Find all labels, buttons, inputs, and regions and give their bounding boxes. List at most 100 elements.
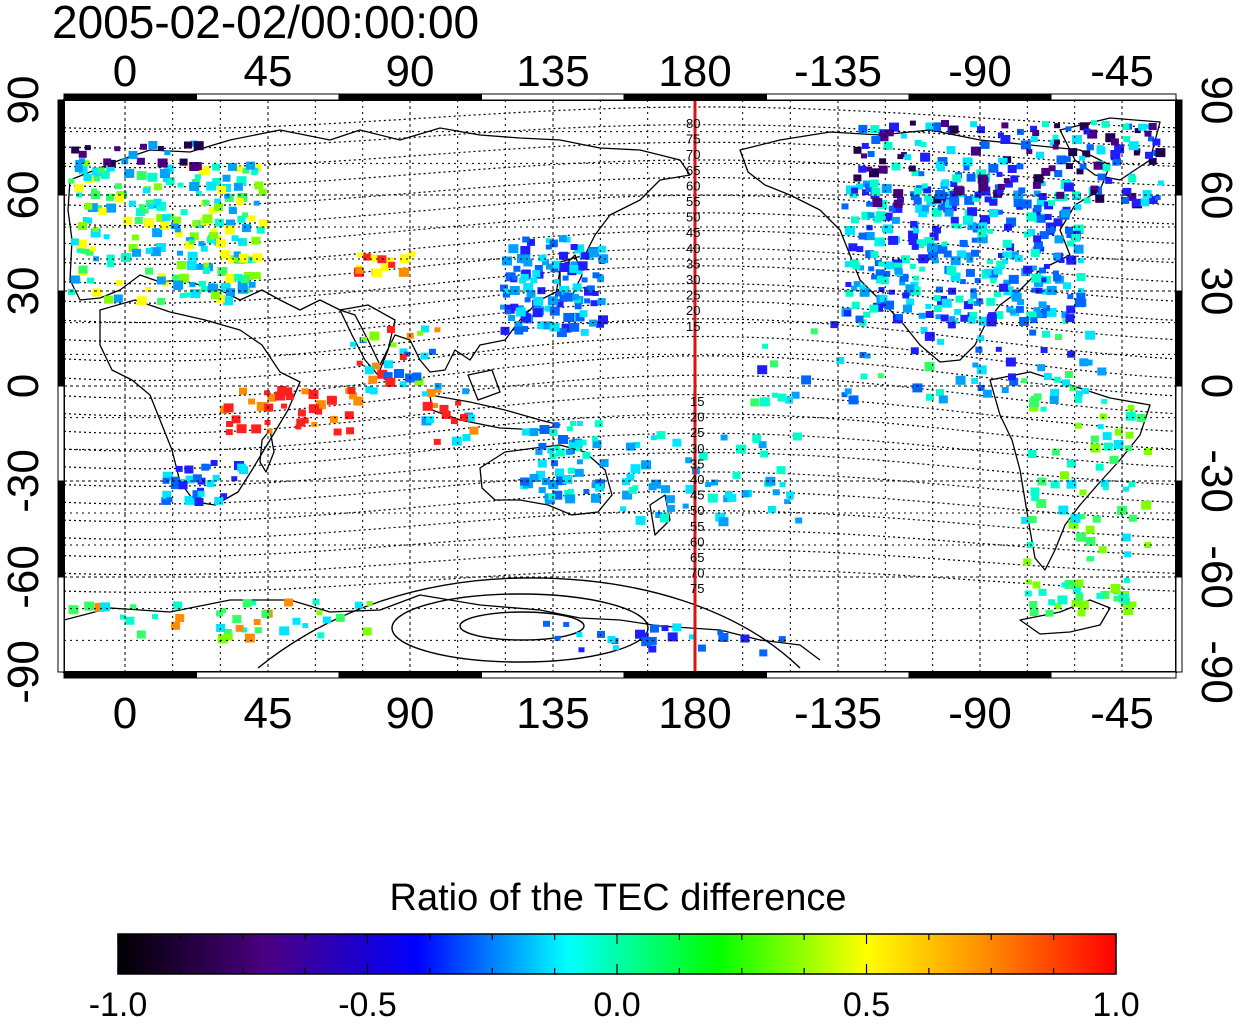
tec-cell bbox=[1001, 387, 1009, 393]
tec-cell bbox=[377, 369, 388, 379]
tec-cell bbox=[1052, 134, 1059, 140]
tec-cell bbox=[192, 474, 202, 483]
tec-cell bbox=[950, 272, 961, 282]
tec-cell bbox=[928, 251, 938, 261]
tec-cell bbox=[530, 277, 538, 284]
tec-cell bbox=[581, 252, 590, 260]
tec-cell bbox=[84, 601, 95, 611]
tec-cell bbox=[977, 174, 988, 184]
longitude-label-bottom: 135 bbox=[516, 689, 589, 738]
tec-cell bbox=[1039, 231, 1049, 240]
tec-cell bbox=[136, 157, 145, 165]
tec-cell bbox=[655, 512, 663, 518]
tec-cell bbox=[628, 486, 637, 494]
tec-cell bbox=[537, 321, 547, 330]
tec-cell bbox=[128, 200, 136, 207]
tec-cell bbox=[242, 167, 250, 174]
tec-cell bbox=[322, 616, 331, 624]
tec-cell bbox=[889, 122, 899, 132]
tec-cell bbox=[698, 452, 708, 461]
tec-cell bbox=[925, 122, 934, 130]
tec-cell bbox=[1001, 122, 1009, 129]
tec-cell bbox=[524, 297, 531, 303]
tec-cell bbox=[1144, 130, 1152, 137]
tec-cell bbox=[198, 166, 209, 176]
tec-cell bbox=[1121, 196, 1129, 204]
tec-cell bbox=[1063, 156, 1071, 163]
tec-cell bbox=[1040, 277, 1047, 283]
tec-cell bbox=[996, 260, 1006, 269]
tec-cell bbox=[170, 222, 179, 229]
axis-bar-segment-left bbox=[57, 480, 65, 578]
tec-cell bbox=[214, 203, 223, 211]
tec-cell bbox=[536, 470, 545, 479]
contour-label-north: 65 bbox=[686, 163, 700, 178]
tec-cell bbox=[893, 262, 903, 271]
tec-cell bbox=[1102, 164, 1111, 172]
tec-cell bbox=[879, 158, 887, 165]
tec-cell bbox=[856, 246, 864, 253]
tec-cell bbox=[1036, 198, 1046, 207]
tec-cell bbox=[147, 172, 158, 182]
longitude-label-top: -90 bbox=[948, 47, 1012, 96]
tec-cell bbox=[520, 254, 531, 264]
tec-cell bbox=[1099, 413, 1107, 420]
tec-cell bbox=[980, 140, 990, 149]
tec-cell bbox=[1070, 513, 1081, 523]
tec-cell bbox=[1055, 334, 1062, 341]
tec-cell bbox=[70, 238, 79, 246]
tec-cell bbox=[1034, 278, 1044, 287]
tec-cell bbox=[308, 390, 319, 399]
tec-cell bbox=[598, 254, 609, 264]
tec-cell bbox=[78, 222, 87, 230]
tec-cell bbox=[121, 253, 132, 262]
tec-cell bbox=[885, 129, 894, 137]
tec-cell bbox=[977, 335, 985, 342]
longitude-labels-bottom: 0 45 90 135 180 -135 -90 -45 bbox=[113, 689, 1154, 738]
tec-cell bbox=[563, 236, 571, 243]
tec-cell bbox=[1144, 448, 1153, 455]
tec-cell bbox=[1098, 546, 1107, 554]
tec-cell bbox=[853, 281, 861, 288]
tec-cell bbox=[1065, 126, 1072, 132]
tec-cell bbox=[91, 172, 100, 180]
longitude-label-bottom: 90 bbox=[386, 689, 435, 738]
tec-cell bbox=[595, 483, 605, 492]
tec-cell bbox=[1002, 259, 1009, 264]
tec-cell bbox=[231, 476, 238, 482]
tec-cell bbox=[959, 239, 968, 247]
tec-cell bbox=[970, 146, 981, 156]
tec-cell bbox=[900, 133, 907, 139]
tec-cell bbox=[1105, 177, 1113, 184]
longitude-label-top: 0 bbox=[113, 47, 137, 96]
tec-cell bbox=[760, 450, 769, 458]
tec-cell bbox=[196, 263, 204, 270]
tec-cell bbox=[123, 216, 133, 225]
tec-cell bbox=[167, 213, 175, 220]
tec-cell bbox=[967, 207, 978, 217]
tec-cell bbox=[592, 291, 599, 296]
tec-cell bbox=[206, 480, 215, 487]
tec-cell bbox=[1008, 373, 1016, 381]
tec-cell bbox=[556, 301, 564, 308]
tec-cell bbox=[1148, 123, 1157, 130]
tec-cell bbox=[428, 348, 436, 355]
tec-cell bbox=[185, 475, 195, 484]
tec-cell bbox=[357, 252, 364, 258]
tec-cell bbox=[90, 246, 96, 252]
tec-cell bbox=[1114, 428, 1123, 436]
tec-cell bbox=[950, 181, 958, 187]
contour-label-north: 40 bbox=[686, 241, 700, 256]
tec-cell bbox=[210, 228, 218, 235]
tec-cell bbox=[1138, 123, 1147, 131]
tec-cell bbox=[1029, 608, 1039, 617]
tec-cell bbox=[1029, 601, 1038, 608]
tec-cell bbox=[520, 477, 530, 486]
tec-cell bbox=[987, 259, 993, 265]
tec-cell bbox=[895, 314, 903, 320]
longitude-label-bottom: 0 bbox=[113, 689, 137, 738]
tec-cell bbox=[851, 301, 860, 309]
tec-cell bbox=[1076, 532, 1087, 542]
tec-cell bbox=[753, 438, 760, 443]
tec-cell bbox=[963, 301, 973, 310]
